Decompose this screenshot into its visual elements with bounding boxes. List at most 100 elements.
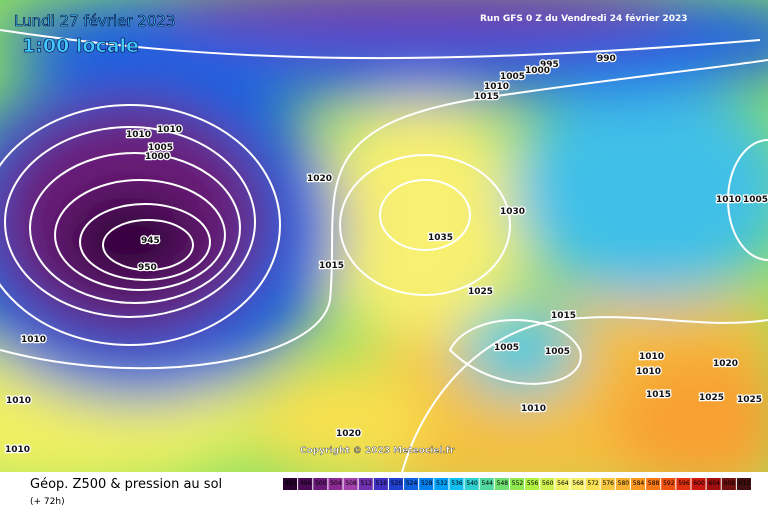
scale-label: 500 <box>315 480 327 487</box>
isobar-label: 1010 <box>126 130 151 140</box>
scale-swatch <box>328 478 343 490</box>
scale-label: 580 <box>618 480 630 487</box>
scale-label: 564 <box>557 480 569 487</box>
scale-label: 556 <box>527 480 539 487</box>
scale-swatch <box>706 478 721 490</box>
isobar-label: 1005 <box>494 343 519 353</box>
isobar-label: 1020 <box>307 174 332 184</box>
scale-swatch <box>600 478 615 490</box>
scale-label: 532 <box>436 480 448 487</box>
scale-swatch <box>373 478 388 490</box>
run-info: Run GFS 0 Z du Vendredi 24 février 2023 <box>480 13 688 24</box>
isobar-label: 1005 <box>545 347 570 357</box>
scale-label: 548 <box>497 480 509 487</box>
scale-label: 524 <box>406 480 418 487</box>
scale-swatch <box>736 478 751 490</box>
scale-swatch <box>313 478 328 490</box>
scale-label: 588 <box>648 480 660 487</box>
scale-label: 612 <box>739 480 751 487</box>
scale-swatch <box>570 478 585 490</box>
scale-swatch <box>525 478 540 490</box>
isobar-label: 1030 <box>500 207 525 217</box>
scale-label: 600 <box>693 480 705 487</box>
isobar-label: 1015 <box>646 390 671 400</box>
scale-swatch <box>676 478 691 490</box>
copyright: Copyright © 2023 Meteociel.fr <box>300 446 455 456</box>
scale-swatch <box>434 478 449 490</box>
isobar-label: 1010 <box>6 396 31 406</box>
isobar-label: 1010 <box>21 335 46 345</box>
isobar-label: 1000 <box>145 152 170 162</box>
scale-swatch <box>343 478 358 490</box>
scale-label: 504 <box>330 480 342 487</box>
scale-label: 496 <box>300 480 312 487</box>
isobar-label: 1010 <box>716 195 741 205</box>
isobar-label: 1010 <box>639 352 664 362</box>
scale-swatch <box>494 478 509 490</box>
isobar-label: 1010 <box>5 445 30 455</box>
scale-swatch <box>464 478 479 490</box>
scale-swatch <box>721 478 736 490</box>
scale-label: 552 <box>512 480 524 487</box>
isobar-label: 1005 <box>500 72 525 82</box>
isobar-label: 1005 <box>743 195 768 205</box>
isobar-lines <box>0 29 768 481</box>
scale-label: 576 <box>603 480 615 487</box>
isobar-label: 1025 <box>468 287 493 297</box>
scale-label: 528 <box>421 480 433 487</box>
time: 1:00 locale <box>22 35 139 57</box>
scale-label: 560 <box>542 480 554 487</box>
scale-label: 512 <box>360 480 372 487</box>
isobar-label: 1010 <box>484 82 509 92</box>
scale-label: 520 <box>391 480 403 487</box>
isobar-label: 1010 <box>636 367 661 377</box>
isobar-label: 1035 <box>428 233 453 243</box>
scale-label: 596 <box>678 480 690 487</box>
scale-label: 508 <box>345 480 357 487</box>
scale-swatch <box>388 478 404 490</box>
isobar-label: 1015 <box>474 92 499 102</box>
geopotential-field <box>0 0 768 500</box>
scale-swatch <box>691 478 706 490</box>
scale-swatch <box>419 478 434 490</box>
isobar-label: 990 <box>597 54 616 64</box>
scale-swatch <box>298 478 313 490</box>
isobar-label: 1010 <box>157 125 182 135</box>
scale-label: 604 <box>708 480 720 487</box>
isobar-label: 1010 <box>521 404 546 414</box>
isobar-label: 1025 <box>699 393 724 403</box>
scale-label: 536 <box>451 480 463 487</box>
scale-label: 572 <box>587 480 599 487</box>
scale-swatch <box>358 478 373 490</box>
isobar-label: 1020 <box>713 359 738 369</box>
scale-swatch <box>509 478 525 490</box>
scale-label: 568 <box>572 480 584 487</box>
color-scale: 492 496 500 504 508 512 516 520 524 528 532 536 540 5… <box>283 478 751 490</box>
scale-swatch <box>615 478 630 490</box>
scale-label: 608 <box>724 480 736 487</box>
isobar-label: 1005 <box>148 143 173 153</box>
isobar-label: 1020 <box>336 429 361 439</box>
scale-swatch <box>555 478 570 490</box>
date: Lundi 27 février 2023 <box>14 12 175 30</box>
scale-swatch <box>646 478 661 490</box>
scale-swatch <box>283 478 298 490</box>
isobar-label: 945 <box>141 236 160 246</box>
scale-label: 592 <box>663 480 675 487</box>
scale-swatch <box>404 478 419 490</box>
scale-label: 516 <box>376 480 388 487</box>
scale-label: 540 <box>466 480 478 487</box>
scale-swatch <box>540 478 555 490</box>
scale-swatch <box>479 478 494 490</box>
scale-swatch <box>661 478 676 490</box>
scale-swatch <box>585 478 600 490</box>
isobar-label: 1015 <box>319 261 344 271</box>
isobar-label: 1000 <box>525 66 550 76</box>
isobar-label: 995 <box>540 60 559 70</box>
scale-swatch <box>449 478 464 490</box>
scale-swatch <box>630 478 646 490</box>
isobar-label: 1025 <box>737 395 762 405</box>
footer-lead: (+ 72h) <box>30 497 65 507</box>
